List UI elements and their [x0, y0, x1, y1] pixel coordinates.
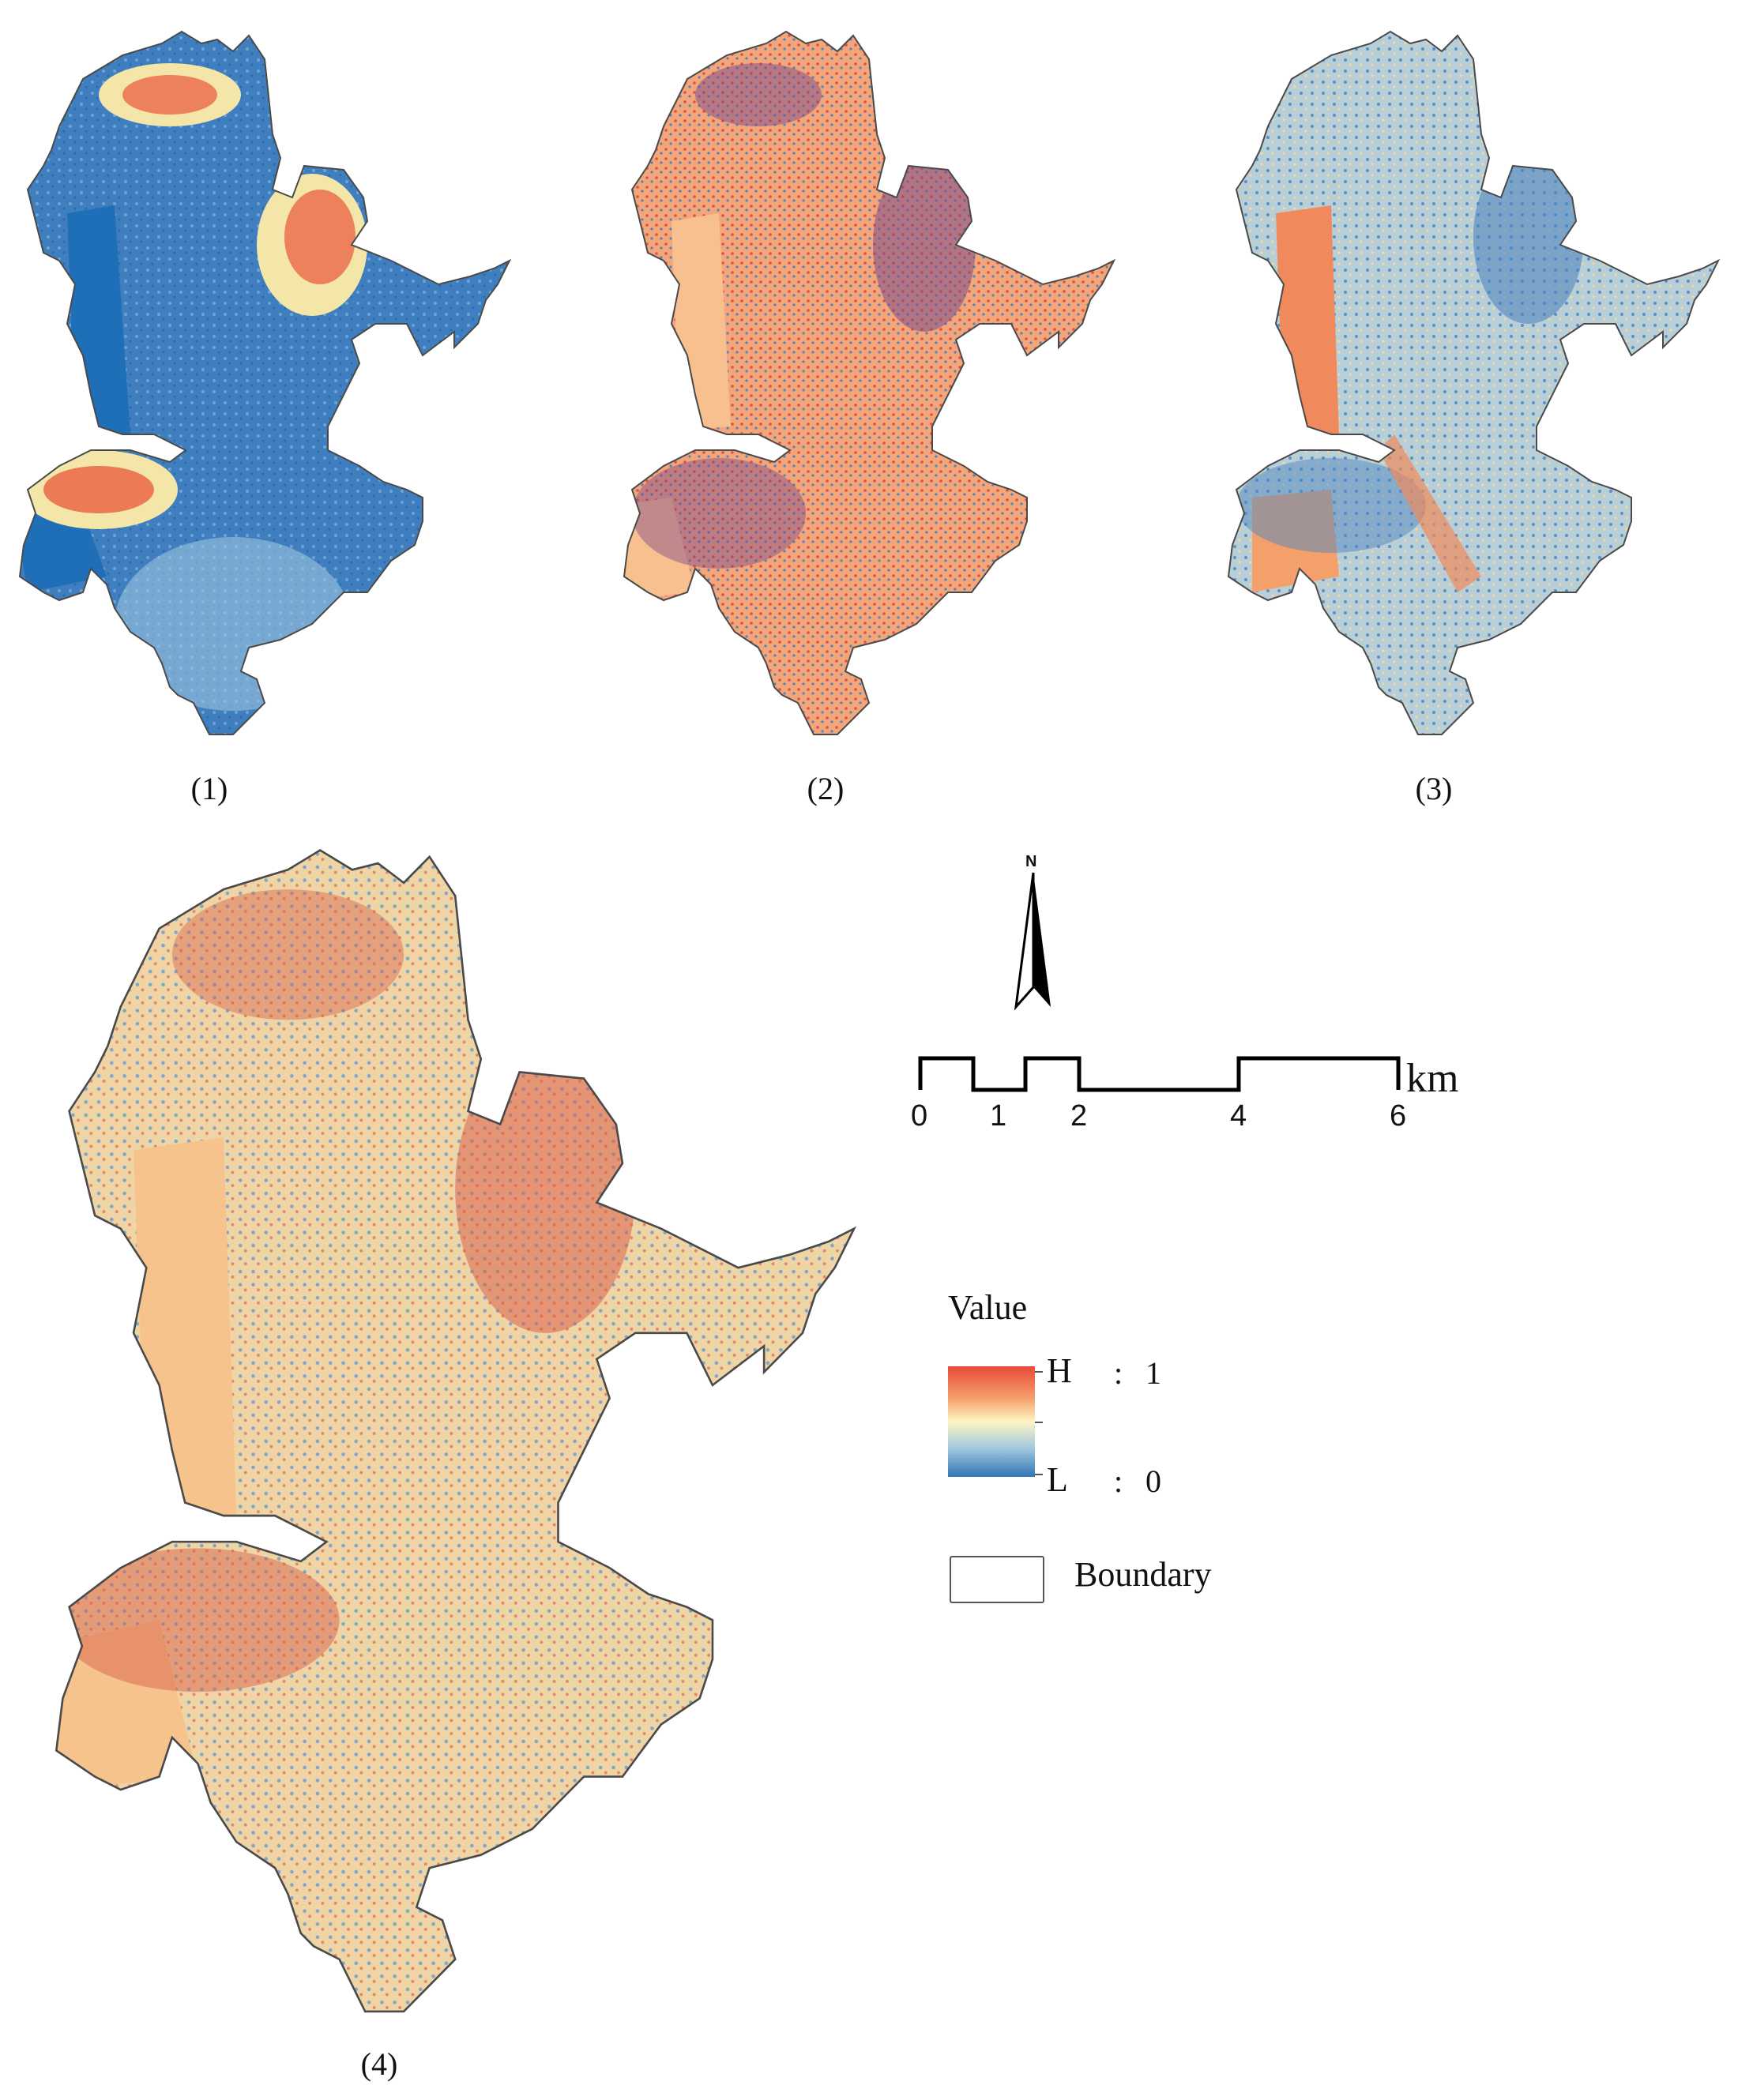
scale-tick-1: 1 [990, 1099, 1007, 1133]
map-4-svg [55, 849, 856, 2013]
legend-low-value: 0 [1145, 1463, 1161, 1499]
scale-tick-2: 2 [1070, 1099, 1088, 1133]
north-arrow-label: N [1025, 853, 1037, 870]
legend-high-label: H [1047, 1351, 1072, 1390]
north-arrow-icon [1014, 872, 1051, 1011]
legend-low-sep: : [1114, 1463, 1123, 1499]
scale-bar-graphic [918, 1056, 1401, 1092]
map-1-svg [19, 31, 510, 735]
legend-low-label: L [1047, 1460, 1068, 1499]
legend-boundary-swatch [950, 1556, 1044, 1603]
scale-tick-4: 4 [1230, 1099, 1247, 1133]
legend-high-sep: : [1114, 1355, 1123, 1391]
panel-caption-3: (3) [1415, 771, 1453, 806]
legend-tick-low [1035, 1474, 1043, 1475]
panel-caption-2: (2) [807, 771, 845, 806]
legend: Value H : 1 L : 0 Boundary [948, 1287, 1343, 1627]
map-panel-4 [43, 837, 893, 2038]
legend-gradient [948, 1366, 1035, 1477]
map-3-svg [1228, 31, 1719, 735]
scale-tick-6: 6 [1390, 1099, 1407, 1133]
panel-caption-4: (4) [360, 2046, 398, 2082]
scale-unit: km [1406, 1056, 1459, 1101]
legend-high-value: 1 [1145, 1355, 1161, 1391]
scale-bar: 0 1 2 4 6 km [908, 1042, 1509, 1145]
legend-tick-mid [1035, 1422, 1043, 1423]
map-panel-2 [616, 24, 1138, 750]
map-panel-1 [12, 24, 533, 750]
north-arrow: N [1003, 853, 1066, 1019]
scale-tick-0: 0 [911, 1099, 928, 1133]
map-panel-3 [1221, 24, 1742, 750]
legend-boundary-label: Boundary [1074, 1555, 1212, 1594]
legend-tick-high [1035, 1371, 1043, 1373]
panel-caption-1: (1) [190, 771, 228, 806]
map-2-svg [623, 31, 1115, 735]
legend-title: Value [948, 1288, 1028, 1327]
